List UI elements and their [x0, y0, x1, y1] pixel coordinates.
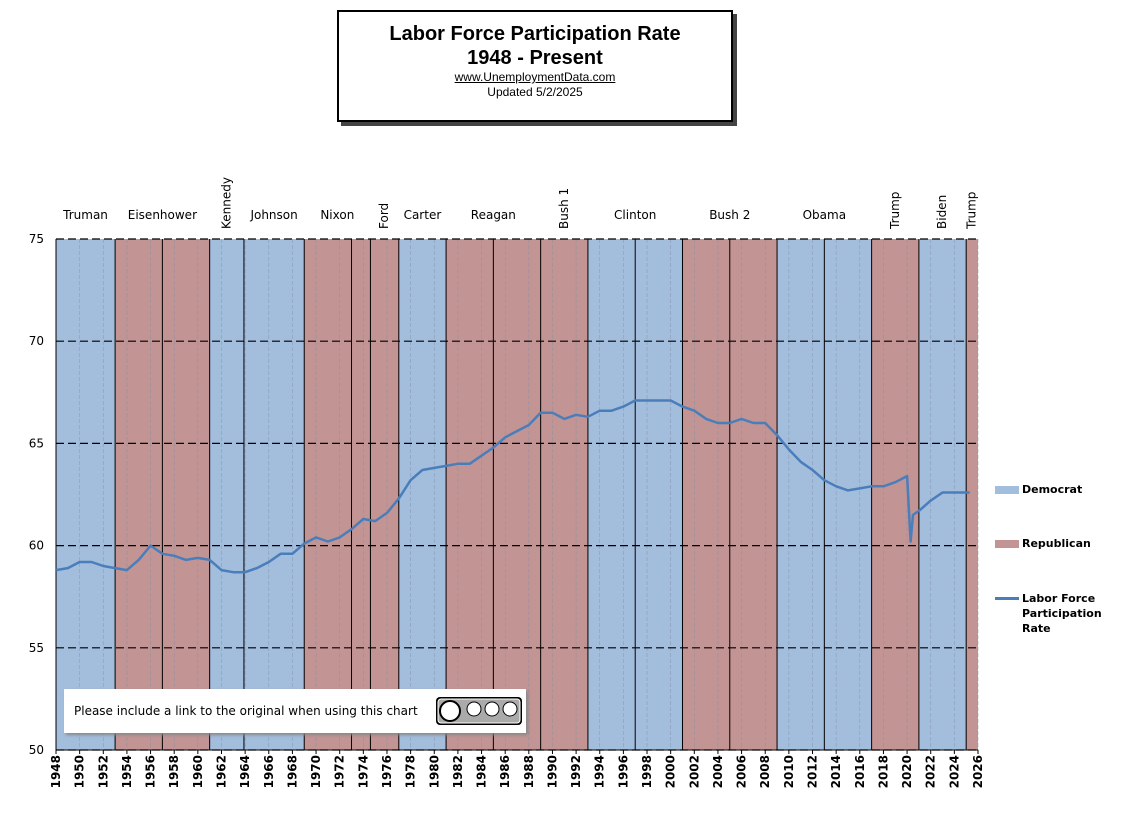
- legend-swatch: [995, 540, 1019, 548]
- x-tick-label: 2006: [735, 755, 749, 788]
- party-band: [540, 239, 588, 750]
- x-tick-label: 2016: [853, 755, 867, 788]
- x-tick-label: 1954: [120, 755, 134, 788]
- party-band: [871, 239, 919, 750]
- x-tick-label: 2000: [664, 755, 678, 788]
- president-label: Eisenhower: [128, 208, 197, 222]
- x-tick-label: 1972: [333, 755, 347, 788]
- president-label: Trump: [888, 192, 902, 230]
- x-tick-label: 1960: [191, 755, 205, 788]
- source-link[interactable]: www.UnemploymentData.com: [454, 70, 616, 84]
- y-tick-label: 50: [29, 743, 44, 757]
- x-tick-label: 1978: [404, 755, 418, 788]
- x-tick-label: 2020: [900, 755, 914, 788]
- president-label: Truman: [62, 208, 108, 222]
- president-label: Carter: [404, 208, 442, 222]
- series-line: [55, 399, 970, 574]
- x-tick-label: 1976: [380, 755, 394, 788]
- x-tick-label: 1964: [238, 755, 252, 788]
- x-tick-label: 1974: [356, 755, 370, 788]
- party-band: [918, 239, 967, 750]
- x-tick-label: 1988: [522, 755, 536, 788]
- president-label: Biden: [935, 195, 949, 229]
- x-tick-label: 1990: [545, 755, 559, 788]
- legend-label: Democrat: [1022, 483, 1083, 496]
- x-tick-label: 1994: [593, 755, 607, 788]
- party-band: [370, 239, 399, 750]
- x-tick-label: 1998: [640, 755, 654, 788]
- license-badge: [436, 697, 522, 725]
- x-tick-label: 1982: [451, 755, 465, 788]
- president-label: Johnson: [249, 208, 297, 222]
- chart-subtitle: 1948 - Present: [467, 47, 603, 69]
- party-band: [398, 239, 447, 750]
- party-band: [56, 239, 116, 750]
- x-tick-label: 2024: [947, 755, 961, 788]
- x-tick-label: 1984: [475, 755, 489, 788]
- legend-swatch: [995, 597, 1019, 600]
- updated: Updated 5/2/2025: [487, 85, 583, 99]
- legend-label: Republican: [1022, 537, 1091, 550]
- party-band: [243, 239, 305, 750]
- x-tick-label: 2018: [876, 755, 890, 788]
- x-tick-label: 1992: [569, 755, 583, 788]
- president-label: Bush 1: [557, 188, 571, 229]
- x-tick-label: 2002: [687, 755, 701, 788]
- x-tick-label: 2022: [924, 755, 938, 788]
- x-tick-label: 1996: [616, 755, 630, 788]
- license-icon: [437, 698, 521, 724]
- chart-title: Labor Force Participation Rate: [389, 23, 681, 45]
- y-tick-label: 65: [29, 436, 44, 450]
- president-label: Kennedy: [219, 177, 233, 229]
- x-tick-label: 2004: [711, 755, 725, 788]
- president-label: Trump: [965, 192, 979, 230]
- president-label: Nixon: [320, 208, 354, 222]
- x-tick-label: 2014: [829, 755, 843, 788]
- president-label: Bush 2: [709, 208, 750, 222]
- y-tick-label: 60: [29, 539, 44, 553]
- x-tick-label: 1962: [214, 755, 228, 788]
- x-tick-label: 1968: [285, 755, 299, 788]
- x-tick-label: 2008: [758, 755, 772, 788]
- x-tick-label: 1986: [498, 755, 512, 788]
- party-band: [304, 239, 371, 750]
- x-tick-label: 1952: [96, 755, 110, 788]
- x-tick-label: 1948: [49, 755, 63, 788]
- x-tick-label: 1970: [309, 755, 323, 788]
- legend-swatch: [995, 486, 1019, 494]
- x-tick-label: 1956: [144, 755, 158, 788]
- x-tick-label: 1950: [73, 755, 87, 788]
- legend-label: Labor Force Participation Rate: [1022, 592, 1102, 635]
- y-tick-label: 55: [29, 641, 44, 655]
- party-band: [966, 239, 978, 750]
- x-tick-label: 1966: [262, 755, 276, 788]
- y-tick-label: 75: [29, 232, 44, 246]
- x-tick-label: 2010: [782, 755, 796, 788]
- x-tick-label: 1980: [427, 755, 441, 788]
- y-tick-label: 70: [29, 334, 44, 348]
- note-text: Please include a link to the original wh…: [74, 704, 418, 718]
- president-label: Reagan: [471, 208, 516, 222]
- x-tick-label: 1958: [167, 755, 181, 788]
- president-label: Clinton: [614, 208, 656, 222]
- party-band: [209, 239, 244, 750]
- president-label: Obama: [803, 208, 846, 222]
- x-tick-label: 2012: [806, 755, 820, 788]
- x-tick-label: 2026: [971, 755, 985, 788]
- note-box: Please include a link to the original wh…: [64, 689, 526, 733]
- president-label: Ford: [377, 203, 391, 229]
- title-box: Labor Force Participation Rate 1948 - Pr…: [337, 10, 733, 122]
